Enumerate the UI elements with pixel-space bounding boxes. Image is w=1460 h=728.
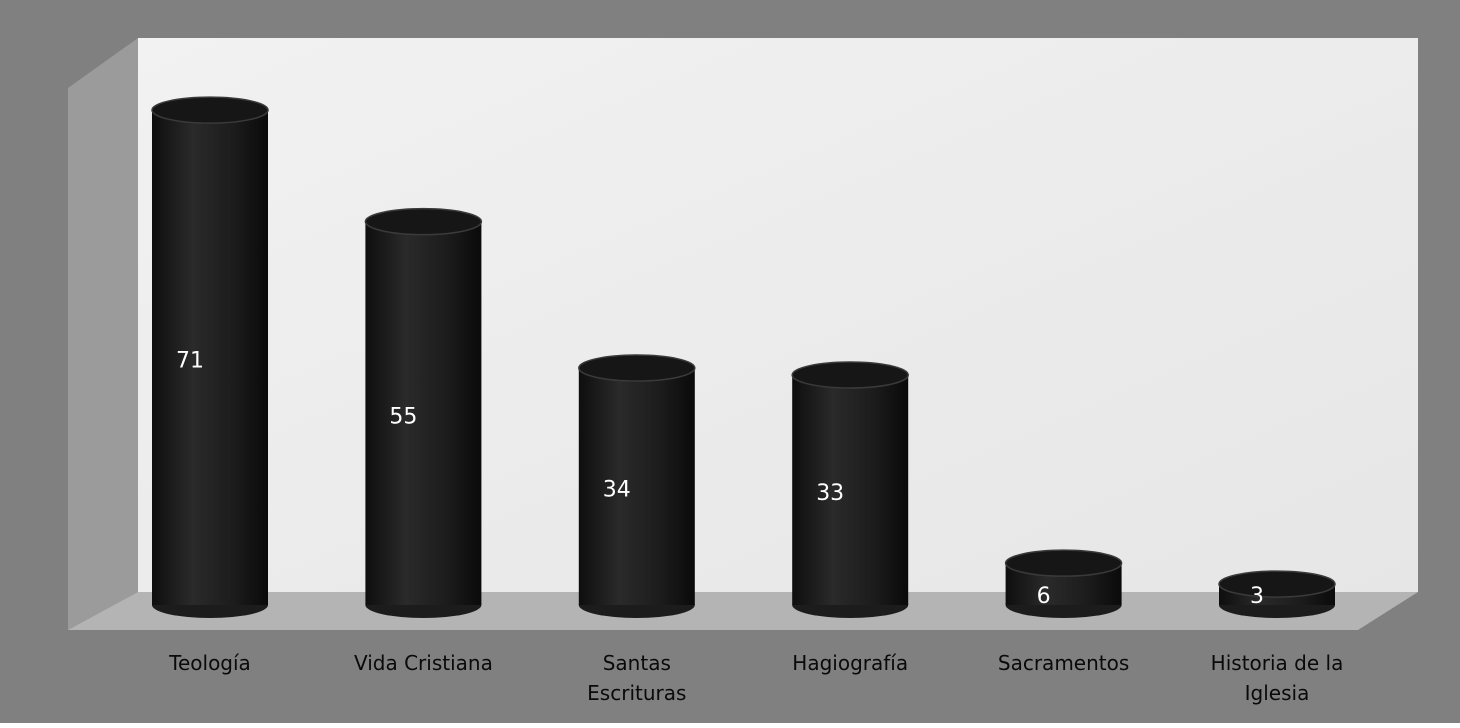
bar-top bbox=[151, 96, 269, 124]
bar-body bbox=[792, 374, 909, 605]
back-wall-tint bbox=[138, 38, 1418, 592]
bar-cylinder bbox=[1218, 570, 1336, 618]
category-label: Historia de la bbox=[1211, 651, 1344, 675]
bar-body bbox=[152, 110, 268, 605]
category-label: Escrituras bbox=[587, 681, 686, 705]
data-label: 55 bbox=[389, 404, 417, 429]
left-wall bbox=[68, 38, 138, 630]
data-label: 6 bbox=[1037, 584, 1051, 609]
bar-body bbox=[578, 368, 695, 605]
data-label: 34 bbox=[603, 478, 631, 503]
bar-cylinder bbox=[151, 96, 269, 618]
bar-top bbox=[791, 361, 909, 389]
category-label: Hagiografía bbox=[792, 651, 908, 675]
bar-cylinder bbox=[791, 361, 909, 618]
category-label: Teología bbox=[168, 651, 251, 675]
bar-top bbox=[578, 354, 696, 382]
floor bbox=[68, 592, 1418, 630]
bar-top bbox=[1218, 570, 1336, 598]
data-label: 71 bbox=[176, 349, 204, 374]
category-label: Vida Cristiana bbox=[354, 651, 493, 675]
bar-cylinder bbox=[578, 354, 696, 618]
category-label: Sacramentos bbox=[998, 651, 1129, 675]
bar-top bbox=[1004, 549, 1123, 577]
bar-cylinder bbox=[1004, 549, 1123, 618]
data-label: 33 bbox=[816, 481, 844, 506]
bar-body bbox=[365, 221, 482, 605]
data-label: 3 bbox=[1250, 584, 1264, 609]
back-wall bbox=[138, 38, 1418, 592]
category-label: Santas bbox=[603, 651, 671, 675]
bar-top bbox=[364, 207, 483, 236]
category-label: Iglesia bbox=[1245, 681, 1310, 705]
bar-cylinder bbox=[364, 207, 483, 618]
